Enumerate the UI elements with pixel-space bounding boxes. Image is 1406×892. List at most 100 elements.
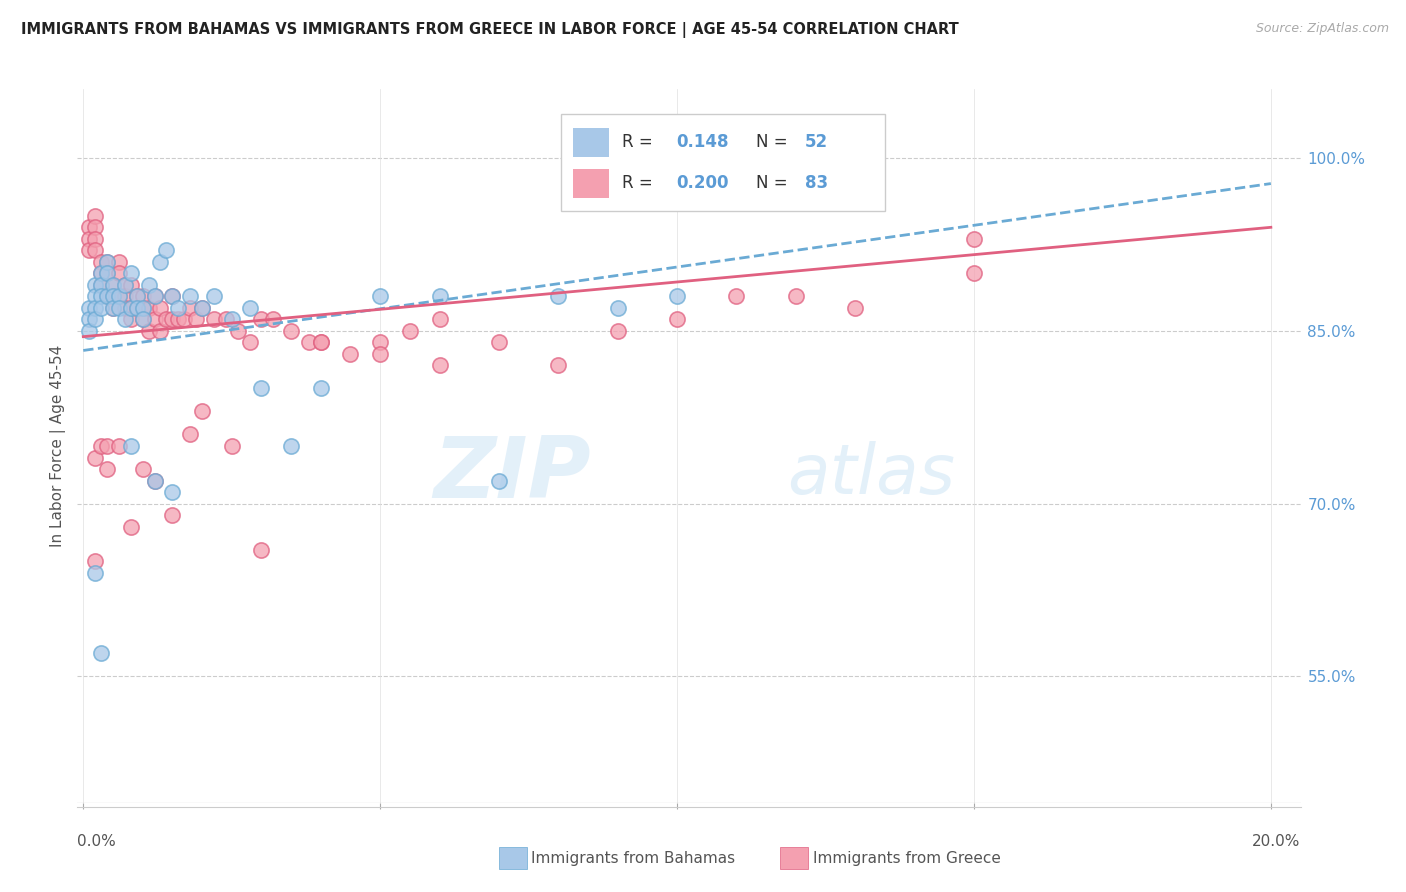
Text: ZIP: ZIP xyxy=(433,433,591,516)
Point xyxy=(429,289,451,303)
Point xyxy=(114,312,136,326)
Point xyxy=(131,312,153,326)
Point xyxy=(167,312,190,326)
Text: 52: 52 xyxy=(806,133,828,151)
Point xyxy=(606,301,628,315)
Point xyxy=(108,301,131,315)
Point xyxy=(250,542,273,557)
Point xyxy=(488,474,510,488)
Point xyxy=(120,301,142,315)
Point xyxy=(298,335,321,350)
Point xyxy=(84,289,107,303)
Point xyxy=(96,266,118,280)
Point xyxy=(90,255,112,269)
Text: 0.200: 0.200 xyxy=(676,175,730,193)
Point xyxy=(125,301,148,315)
Point xyxy=(96,255,118,269)
Point xyxy=(84,277,107,292)
Point xyxy=(339,347,361,361)
FancyBboxPatch shape xyxy=(572,169,609,198)
Y-axis label: In Labor Force | Age 45-54: In Labor Force | Age 45-54 xyxy=(51,345,66,547)
Point xyxy=(138,301,160,315)
Point xyxy=(429,359,451,373)
Point xyxy=(90,277,112,292)
Point xyxy=(84,244,107,258)
Point xyxy=(162,289,184,303)
Point xyxy=(666,289,689,303)
Point xyxy=(221,439,243,453)
Point xyxy=(114,289,136,303)
Point xyxy=(191,301,214,315)
Point xyxy=(179,301,201,315)
Point xyxy=(547,359,569,373)
Point xyxy=(101,301,124,315)
Point xyxy=(120,439,142,453)
Point xyxy=(131,289,153,303)
Point xyxy=(131,301,153,315)
Point xyxy=(368,289,391,303)
Point xyxy=(96,289,118,303)
Point xyxy=(149,255,172,269)
Point xyxy=(143,289,166,303)
Text: 83: 83 xyxy=(806,175,828,193)
Point xyxy=(167,301,190,315)
Point xyxy=(101,277,124,292)
Point xyxy=(149,324,172,338)
Point xyxy=(368,335,391,350)
Point xyxy=(108,266,131,280)
Point xyxy=(77,312,100,326)
Point xyxy=(149,301,172,315)
Point xyxy=(101,301,124,315)
Point xyxy=(666,312,689,326)
Point xyxy=(179,427,201,442)
Point xyxy=(191,301,214,315)
Point xyxy=(120,301,142,315)
Point xyxy=(90,646,112,660)
Point xyxy=(101,277,124,292)
Point xyxy=(77,301,100,315)
Point xyxy=(84,232,107,246)
Point xyxy=(114,301,136,315)
Point xyxy=(84,450,107,465)
Point xyxy=(226,324,249,338)
Point xyxy=(90,289,112,303)
Point xyxy=(120,312,142,326)
Point xyxy=(125,289,148,303)
Point xyxy=(96,289,118,303)
Point xyxy=(162,508,184,522)
Point xyxy=(606,324,628,338)
Text: Source: ZipAtlas.com: Source: ZipAtlas.com xyxy=(1256,22,1389,36)
Point xyxy=(96,462,118,476)
Point xyxy=(547,289,569,303)
Point xyxy=(84,566,107,580)
Point xyxy=(162,289,184,303)
Point xyxy=(309,381,332,395)
Point xyxy=(120,519,142,533)
Point xyxy=(120,277,142,292)
Point xyxy=(280,324,302,338)
Text: R =: R = xyxy=(621,133,658,151)
Point xyxy=(90,266,112,280)
Point xyxy=(399,324,422,338)
Point xyxy=(120,266,142,280)
Point xyxy=(184,312,207,326)
Point xyxy=(101,289,124,303)
Point xyxy=(368,347,391,361)
Point xyxy=(125,289,148,303)
Point xyxy=(155,312,177,326)
Point xyxy=(191,404,214,418)
Text: Immigrants from Greece: Immigrants from Greece xyxy=(813,851,1001,865)
Point xyxy=(143,312,166,326)
Point xyxy=(84,554,107,568)
Point xyxy=(143,474,166,488)
Point xyxy=(84,220,107,235)
Point xyxy=(250,312,273,326)
Point xyxy=(262,312,284,326)
Point xyxy=(77,232,100,246)
Point xyxy=(250,381,273,395)
Point xyxy=(114,277,136,292)
Point xyxy=(114,277,136,292)
Point xyxy=(90,266,112,280)
Point xyxy=(143,289,166,303)
Point xyxy=(162,312,184,326)
